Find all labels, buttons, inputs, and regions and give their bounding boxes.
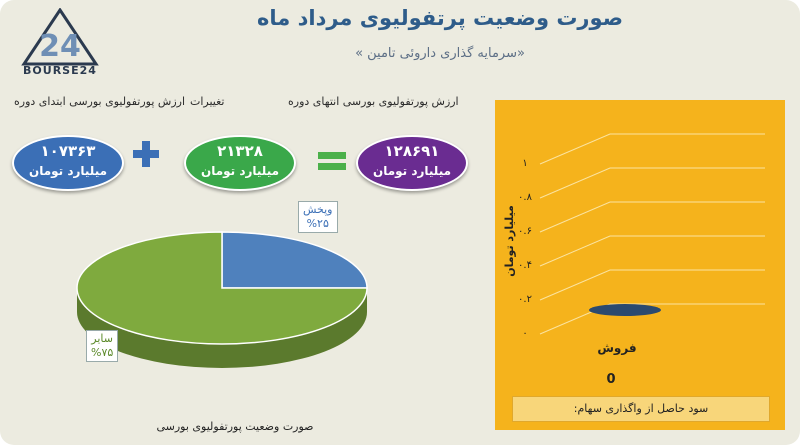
change-value-ellipse: ۲۱۳۲۸ میلیارد تومان bbox=[184, 135, 296, 191]
y-tick-label-4: ۰.۸ bbox=[518, 192, 533, 203]
start-value-ellipse: ۱۰۷۳۶۳ میلیارد تومان bbox=[12, 135, 124, 191]
y-tick-label-5: ۱ bbox=[522, 158, 527, 169]
pie-label-vapakhsh-name: وپخش bbox=[303, 203, 333, 216]
end-value: ۱۲۸۶۹۱ bbox=[384, 142, 440, 160]
page-subtitle: «سرمایه گذاری داروئی تامین » bbox=[355, 46, 525, 61]
svg-text:24: 24 bbox=[39, 29, 81, 64]
pie-slice-0 bbox=[221, 231, 368, 289]
y-tick-label-2: ۰.۴ bbox=[518, 260, 532, 271]
grid-line-2 bbox=[539, 235, 765, 267]
start-unit: میلیارد تومان bbox=[28, 164, 108, 178]
change-value: ۲۱۳۲۸ bbox=[217, 142, 263, 160]
page-title: صورت وضعیت پرتفولیوی مرداد ماه bbox=[257, 6, 623, 30]
pie-chart-title: صورت وضعیت پورتفولیوی بورسی bbox=[156, 420, 314, 433]
pie-label-vapakhsh: وپخش %۲۵ bbox=[298, 201, 338, 233]
logo-triangle-icon: 24 bbox=[21, 7, 99, 66]
pie-label-other-name: سایر bbox=[91, 332, 113, 345]
bar-0 bbox=[589, 304, 661, 316]
sales-bar-chart: ۰ ۰.۲ ۰.۴ ۰.۶ ۰.۸ ۱ میلیارد تومان فروش 0 bbox=[503, 133, 765, 387]
change-label: تغییرات bbox=[190, 95, 225, 108]
y-tick-label-0: ۰ bbox=[522, 328, 527, 339]
category-label-0: فروش bbox=[597, 341, 636, 356]
value-label-0: 0 bbox=[606, 372, 615, 387]
y-axis-label: میلیارد تومان bbox=[503, 205, 516, 277]
pie-label-other: سایر %۷۵ bbox=[86, 330, 119, 362]
change-unit: میلیارد تومان bbox=[200, 164, 280, 178]
end-value-ellipse: ۱۲۸۶۹۱ میلیارد تومان bbox=[356, 135, 468, 191]
profit-label: سود حاصل از واگذاری سهام: bbox=[512, 396, 770, 422]
y-tick-label-3: ۰.۶ bbox=[518, 226, 532, 237]
grid-line-1 bbox=[539, 269, 765, 301]
logo-text: BOURSE24 bbox=[23, 64, 97, 77]
pie-label-other-pct: %۷۵ bbox=[91, 346, 114, 359]
bourse24-logo: 24 BOURSE24 bbox=[20, 7, 100, 78]
grid-line-0 bbox=[539, 303, 765, 335]
equals-sign bbox=[318, 150, 346, 176]
pie-slice-1 bbox=[76, 231, 368, 345]
pie-side-1 bbox=[77, 288, 367, 368]
grid-line-3 bbox=[539, 201, 765, 233]
pie-label-vapakhsh-pct: %۲۵ bbox=[306, 217, 329, 230]
portfolio-pie-chart bbox=[76, 231, 368, 368]
start-value: ۱۰۷۳۶۳ bbox=[40, 142, 96, 160]
y-tick-label-1: ۰.۲ bbox=[518, 294, 532, 305]
grid-line-4 bbox=[539, 167, 765, 199]
plus-sign bbox=[132, 140, 160, 172]
end-unit: میلیارد تومان bbox=[372, 164, 452, 178]
end-value-label: ارزش پورتفولیوی بورسی انتهای دوره bbox=[288, 95, 459, 108]
start-value-label: ارزش پورتفولیوی بورسی ابتدای دوره bbox=[14, 95, 186, 108]
grid-line-5 bbox=[539, 133, 765, 165]
